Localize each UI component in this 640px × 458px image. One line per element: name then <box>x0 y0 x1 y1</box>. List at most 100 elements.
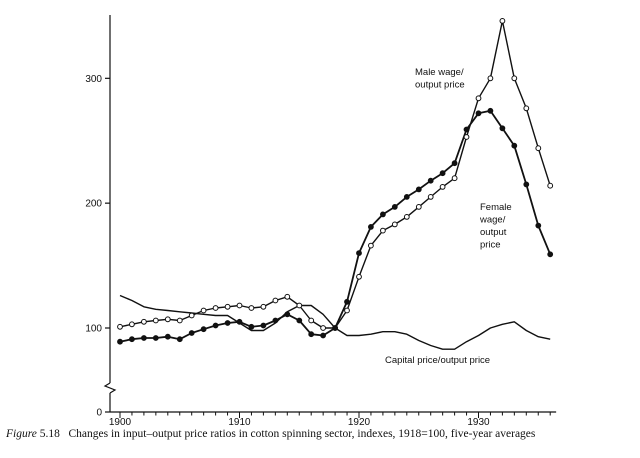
figure-number: 5.18 <box>39 428 60 440</box>
filled-marker-1 <box>380 211 386 218</box>
y-tick-label: 0 <box>96 408 102 419</box>
open-marker-0 <box>248 305 255 311</box>
y-tick-label: 100 <box>85 324 102 335</box>
filled-marker-1 <box>439 170 446 177</box>
filled-marker-1 <box>284 311 291 318</box>
series-label-1: Female <box>480 202 512 213</box>
line-chart: 0 100 200 300 1900 1910 1920 1930 Male wage/out… <box>85 15 557 425</box>
open-marker-0 <box>260 303 267 310</box>
open-marker-0 <box>296 302 303 309</box>
x-tick-label: 1920 <box>348 417 371 425</box>
open-marker-0 <box>164 316 171 323</box>
series-labels: Male wage/output price Female wage/output p… <box>385 67 512 366</box>
filled-marker-1 <box>368 224 374 230</box>
open-marker-0 <box>475 95 482 102</box>
open-marker-0 <box>129 321 135 328</box>
filled-marker-1 <box>320 332 327 339</box>
series-label-1: wage/ <box>479 215 506 226</box>
open-marker-0 <box>308 317 315 324</box>
filled-marker-1 <box>427 177 434 184</box>
series-lines <box>119 20 552 350</box>
filled-marker-1 <box>164 333 171 340</box>
filled-marker-1 <box>547 251 554 258</box>
filled-marker-1 <box>176 336 183 343</box>
series-label-0: Male wage/ <box>415 67 464 78</box>
open-marker-0 <box>487 75 494 82</box>
open-marker-0 <box>451 175 458 182</box>
open-marker-0 <box>391 221 398 228</box>
filled-marker-1 <box>535 222 542 229</box>
open-marker-0 <box>499 18 506 24</box>
filled-marker-1 <box>415 186 422 193</box>
open-marker-0 <box>344 307 350 314</box>
filled-marker-1 <box>391 204 398 210</box>
filled-marker-1 <box>475 110 482 117</box>
open-marker-0 <box>141 318 147 325</box>
caption-text: Changes in input–output price ratios in … <box>68 428 536 440</box>
filled-marker-1 <box>236 318 243 325</box>
filled-marker-1 <box>332 325 339 331</box>
series-label-2: Capital price/output price <box>385 355 490 366</box>
open-marker-0 <box>320 325 327 331</box>
filled-marker-1 <box>129 336 135 343</box>
y-tick-label: 200 <box>85 199 102 210</box>
open-marker-0 <box>188 312 195 319</box>
filled-marker-1 <box>152 335 159 341</box>
filled-marker-1 <box>296 317 303 324</box>
chart-axes: 0 100 200 300 1900 1910 1920 1930 <box>85 15 557 425</box>
open-marker-0 <box>176 317 183 324</box>
open-marker-0 <box>380 227 386 234</box>
open-marker-0 <box>463 134 470 140</box>
open-marker-0 <box>439 184 446 190</box>
filled-marker-1 <box>463 126 470 133</box>
y-axis-break-mark <box>103 382 117 394</box>
series-label-1: price <box>480 240 501 251</box>
filled-marker-1 <box>212 322 219 329</box>
series-markers <box>117 18 554 345</box>
filled-marker-1 <box>487 107 494 114</box>
filled-marker-1 <box>451 160 458 167</box>
filled-marker-1 <box>141 335 147 341</box>
open-marker-0 <box>511 75 518 82</box>
open-marker-0 <box>427 194 434 200</box>
x-tick-label: 1910 <box>228 417 251 425</box>
open-marker-0 <box>535 145 542 152</box>
filled-marker-1 <box>117 338 123 345</box>
filled-marker-1 <box>248 323 255 330</box>
filled-marker-1 <box>523 181 530 188</box>
filled-marker-1 <box>499 125 506 132</box>
open-marker-0 <box>547 182 554 189</box>
filled-marker-1 <box>356 250 362 257</box>
open-marker-0 <box>152 317 159 324</box>
open-marker-0 <box>284 293 291 300</box>
open-marker-0 <box>368 242 374 249</box>
filled-marker-1 <box>308 331 315 338</box>
filled-marker-1 <box>260 322 267 329</box>
x-tick-label: 1930 <box>467 417 490 425</box>
filled-marker-1 <box>403 194 410 200</box>
series-label-0: output price <box>415 80 465 91</box>
open-marker-0 <box>212 305 219 311</box>
filled-marker-1 <box>511 142 518 149</box>
filled-marker-1 <box>188 330 195 336</box>
open-marker-0 <box>117 323 123 330</box>
filled-marker-1 <box>272 317 279 324</box>
open-marker-0 <box>272 297 279 304</box>
series-label-1: output <box>480 227 507 238</box>
open-marker-0 <box>356 273 362 280</box>
open-marker-0 <box>224 303 231 310</box>
open-marker-0 <box>415 204 422 210</box>
y-tick-label: 300 <box>85 74 102 85</box>
filled-marker-1 <box>200 326 207 333</box>
x-tick-label: 1900 <box>109 417 132 425</box>
open-marker-0 <box>236 302 243 309</box>
series-line-2 <box>119 294 551 350</box>
figure-caption: Figure 5.18 Changes in input–output pric… <box>6 428 638 440</box>
open-marker-0 <box>200 307 207 314</box>
open-marker-0 <box>523 105 530 112</box>
open-marker-0 <box>403 214 410 220</box>
figure-word: Figure <box>6 428 37 440</box>
series-line-0 <box>119 20 551 329</box>
filled-marker-1 <box>344 298 350 305</box>
